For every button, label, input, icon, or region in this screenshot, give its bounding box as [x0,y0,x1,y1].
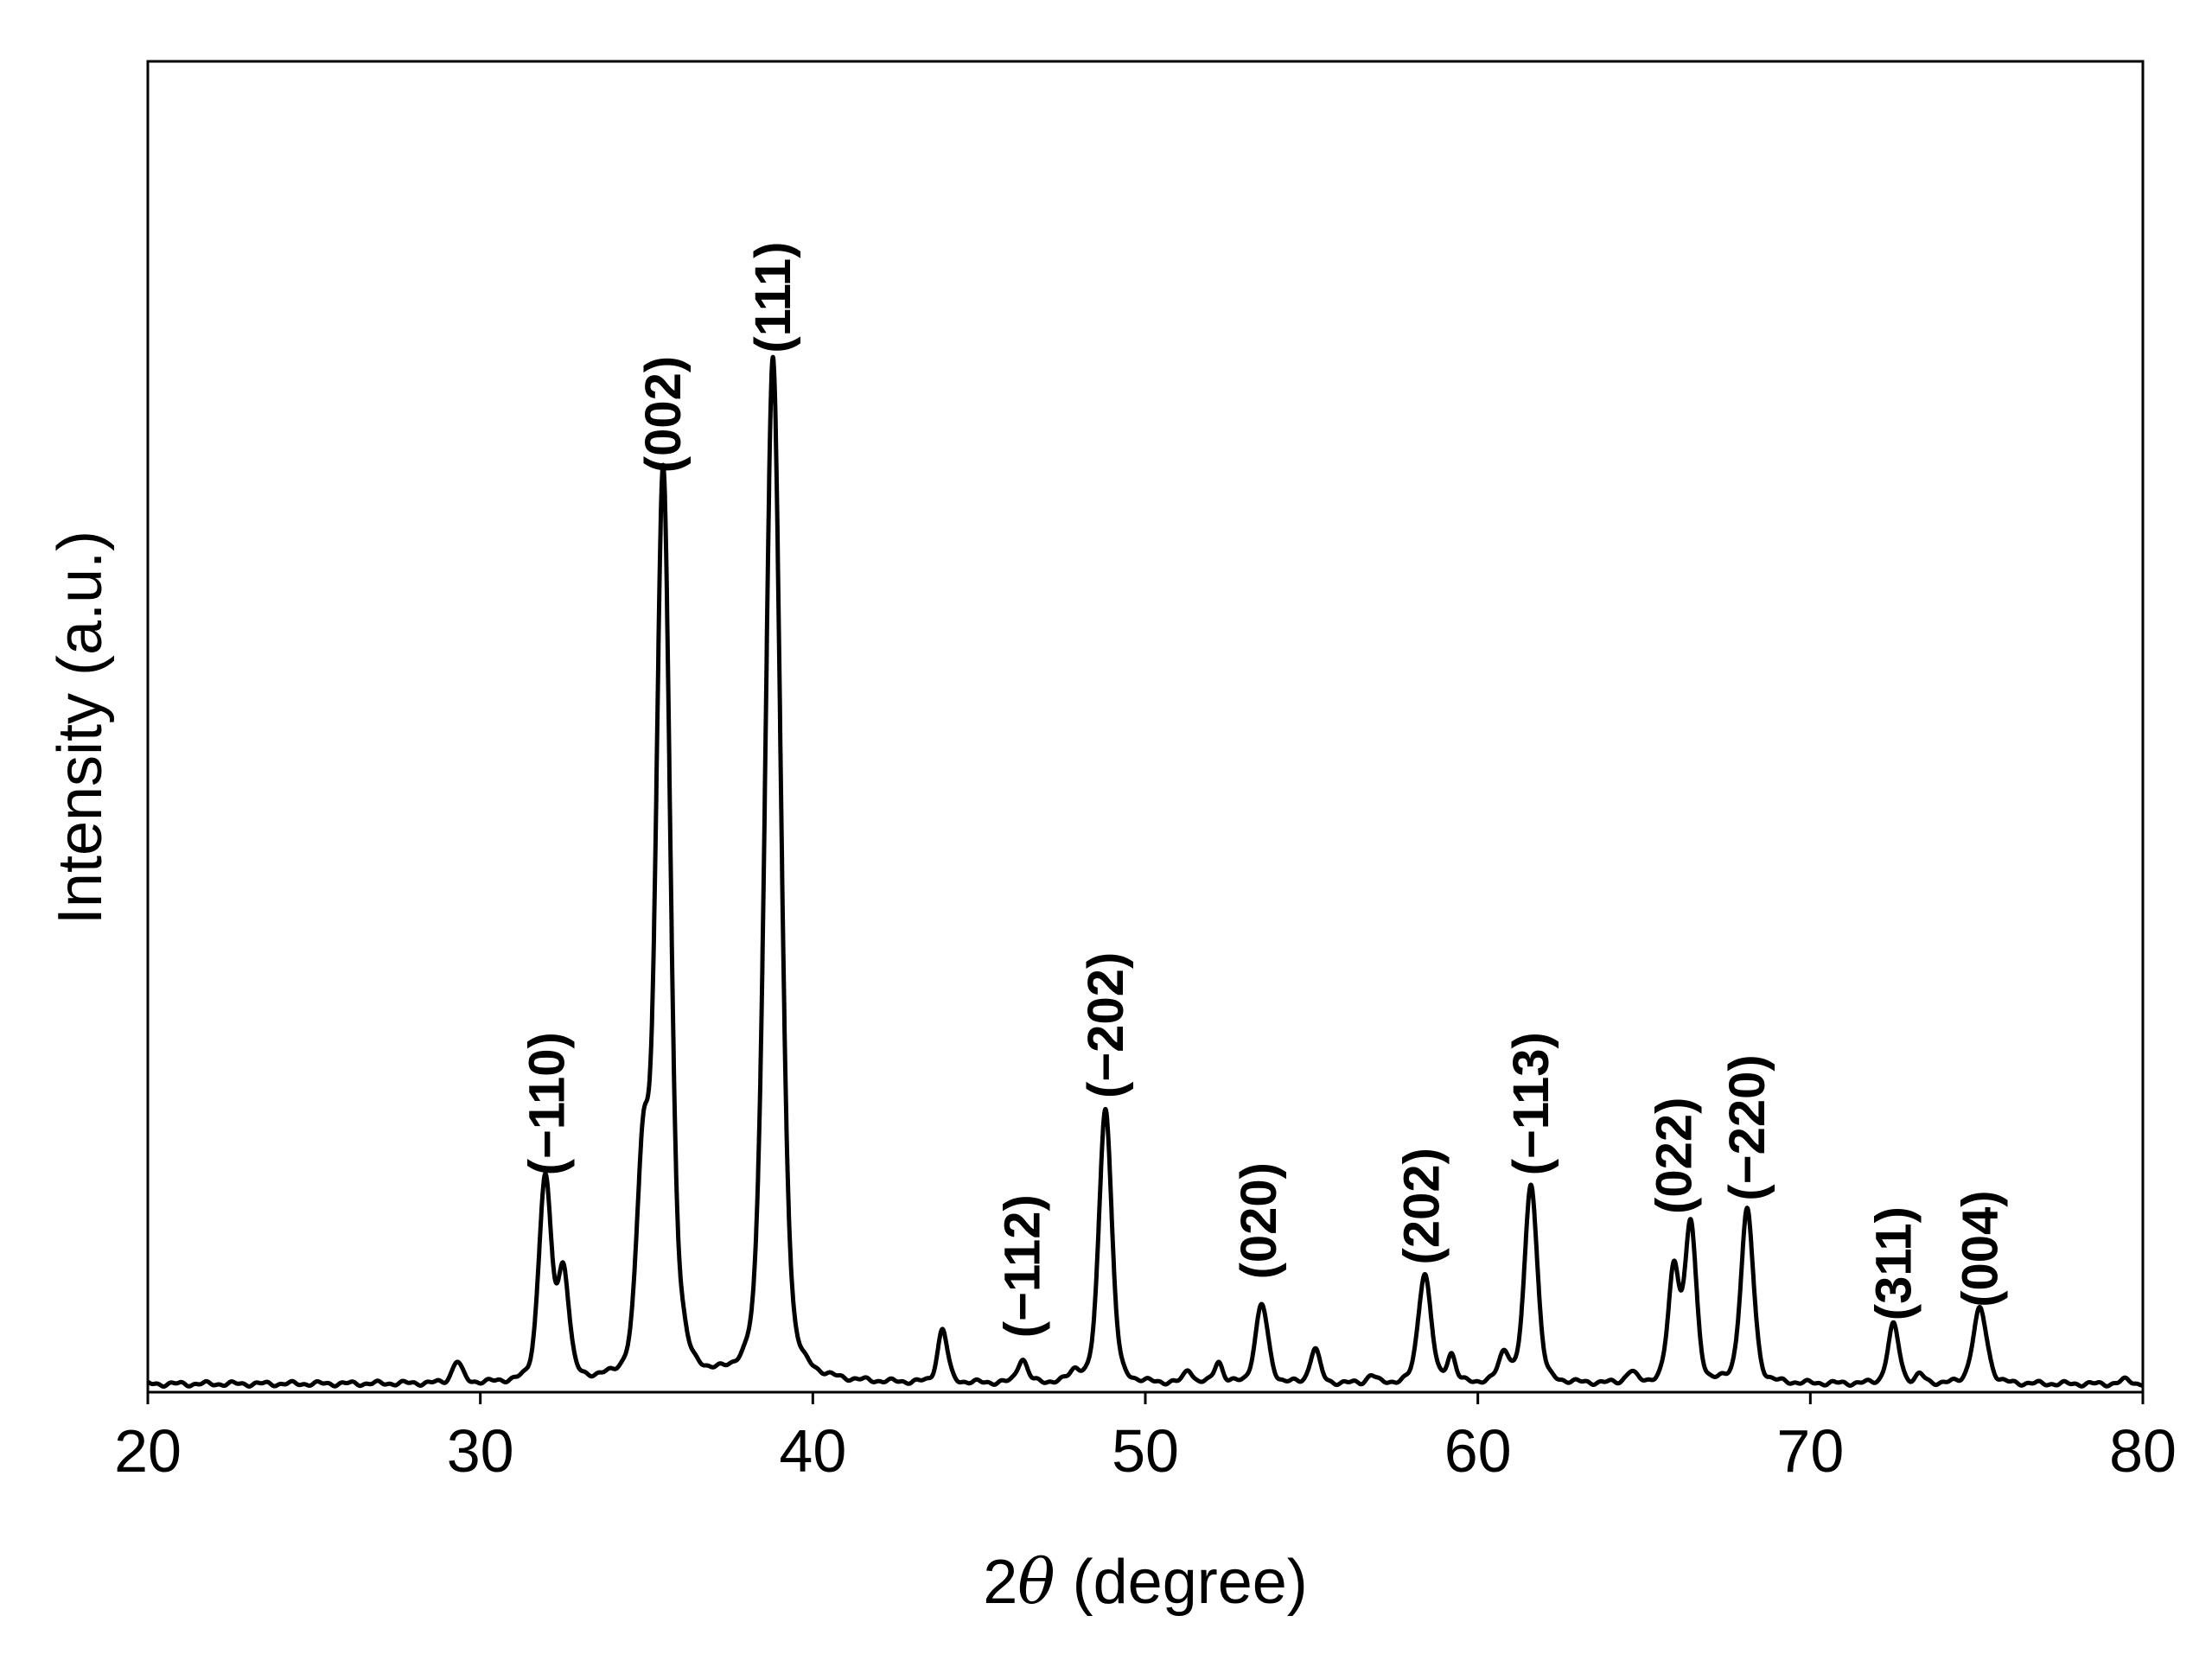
x-axis-title-number: 2 [983,1548,1017,1617]
peak-label: (020) [1231,1162,1287,1279]
x-tick-label: 80 [2109,1417,2177,1485]
peak-label: (004) [1953,1190,2009,1307]
x-tick-label: 20 [114,1417,182,1485]
peak-label: (202) [1393,1148,1450,1264]
x-tick-label: 40 [779,1417,846,1485]
y-axis-title: Intensity (a.u.) [46,531,115,925]
peak-label: (002) [635,356,692,473]
peak-label: (111) [745,242,801,353]
x-tick-label: 70 [1776,1417,1844,1485]
peak-label: (−113) [1503,1032,1559,1175]
x-tick-label: 50 [1112,1417,1179,1485]
x-axis-title: 2θ (degree) [983,1545,1308,1618]
peak-label: (022) [1647,1097,1703,1214]
x-tick-label: 60 [1444,1417,1512,1485]
peak-label: (−110) [520,1032,576,1175]
peak-label: (−202) [1078,952,1134,1098]
peak-annotations: (−110) (002) (111) (−112) (−202) (020) (202) (−… [520,242,2009,1339]
peak-label: (311) [1866,1206,1922,1320]
x-axis-title-unit: (degree) [1055,1548,1308,1617]
xrd-pattern-line [145,354,2145,1389]
x-axis: 20 30 40 50 60 70 80 [114,1392,2177,1485]
x-tick-label: 30 [447,1417,514,1485]
peak-label: (−220) [1719,1054,1775,1200]
x-axis-title-theta: θ [1017,1545,1055,1618]
peak-label: (−112) [995,1194,1051,1338]
plot-area [145,354,2145,1389]
